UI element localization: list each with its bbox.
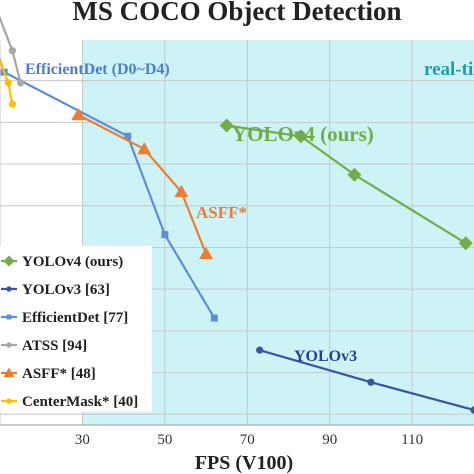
data-point [71, 107, 86, 121]
x-tick-label: 70 [240, 432, 255, 448]
series-centermask-40 [0, 58, 16, 108]
data-point [199, 246, 214, 260]
legend-item: EfficientDet [77] [1, 310, 128, 326]
legend-label: ASFF* [48] [22, 366, 96, 382]
data-point [219, 118, 234, 133]
chart-title: MS COCO Object Detection [72, 0, 401, 26]
data-point [6, 342, 12, 348]
legend: YOLOv4 (ours) YOLOv3 [63] EfficientDet [77… [1, 254, 138, 410]
data-point [347, 167, 362, 182]
series-atss-94 [0, 15, 25, 87]
data-point [161, 231, 169, 239]
x-tick-label: 110 [401, 432, 423, 448]
data-point [3, 367, 15, 378]
series-asff-48 [71, 107, 214, 260]
data-point [367, 378, 375, 386]
data-point [470, 406, 474, 414]
legend-item: YOLOv3 [63] [1, 282, 110, 298]
legend-item: ASFF* [48] [1, 366, 96, 382]
x-axis-label: FPS (V100) [195, 452, 293, 474]
data-point [137, 142, 152, 155]
series-line [77, 113, 208, 255]
realtime-label: real-time [424, 59, 474, 80]
legend-label: YOLOv3 [63] [22, 282, 110, 298]
legend-label: YOLOv4 (ours) [22, 254, 123, 270]
legend-item: YOLOv4 (ours) [1, 254, 123, 270]
series-line [0, 58, 14, 105]
data-point [210, 314, 218, 322]
annotation-yolov4: YOLOv4 (ours) [232, 122, 374, 146]
series-line [226, 124, 467, 245]
data-point [3, 255, 15, 267]
data-point [8, 100, 16, 108]
data-point [6, 398, 12, 404]
annotation-efficientdet: EfficientDet (D0~D4) [25, 61, 170, 78]
data-point [4, 79, 12, 87]
legend-item: CenterMask* [40] [1, 394, 138, 410]
series-yolov3-63 [256, 346, 474, 414]
data-point [174, 184, 189, 198]
series-layer [0, 15, 474, 414]
data-point [6, 314, 12, 320]
legend-label: ATSS [94] [22, 338, 87, 354]
x-tick-label: 50 [157, 432, 172, 448]
series-yolov4-ours [219, 118, 473, 251]
legend-label: CenterMask* [40] [22, 394, 138, 410]
legend-item: ATSS [94] [1, 338, 87, 354]
x-tick-label: 90 [322, 432, 337, 448]
data-point [293, 129, 308, 144]
legend-label: EfficientDet [77] [22, 310, 128, 326]
legend-box [0, 246, 152, 412]
data-point [8, 47, 16, 55]
data-point [124, 132, 132, 140]
data-point [256, 346, 264, 354]
data-point [17, 79, 25, 87]
x-tick-label: 30 [75, 432, 90, 448]
x-ticks: 30 50 70 90 110 [75, 432, 423, 448]
annotation-yolov3: YOLOv3 [294, 348, 357, 365]
data-point [6, 286, 12, 292]
annotation-asff: ASFF* [196, 203, 247, 222]
data-point [458, 236, 473, 251]
